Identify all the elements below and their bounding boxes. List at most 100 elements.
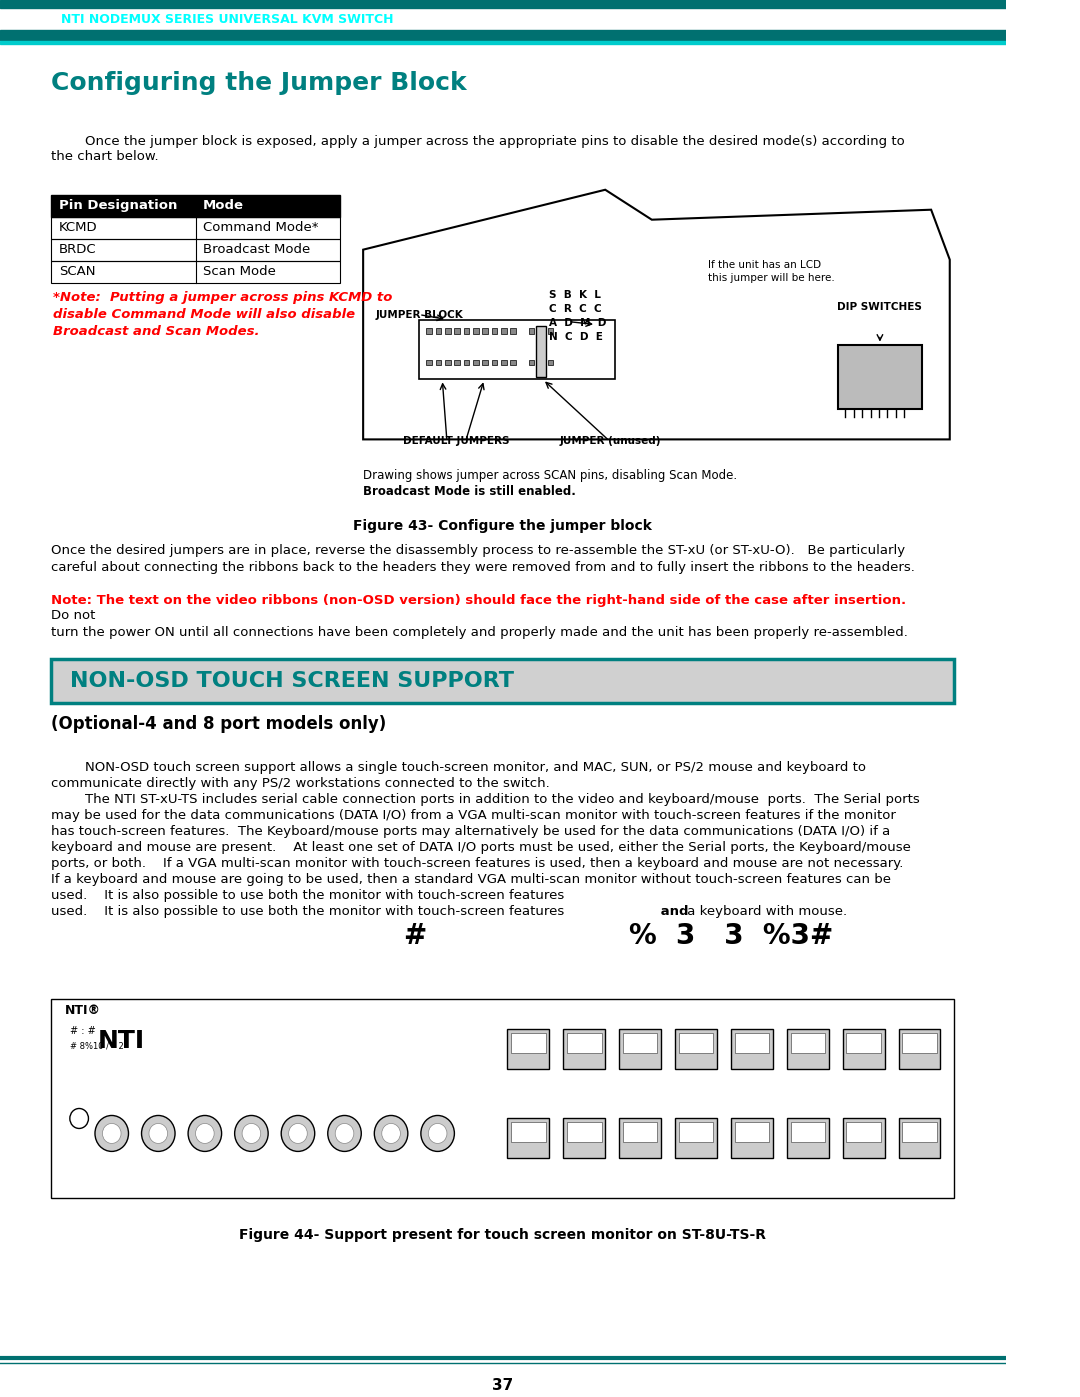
Bar xyxy=(564,1028,605,1069)
Bar xyxy=(51,261,340,282)
Bar xyxy=(538,359,544,366)
Text: Command Mode*: Command Mode* xyxy=(203,221,319,235)
Text: *Note:  Putting a jumper across pins KCMD to
disable Command Mode will also disa: *Note: Putting a jumper across pins KCMD… xyxy=(53,291,392,338)
Circle shape xyxy=(421,1115,455,1151)
Bar xyxy=(847,1032,881,1052)
Text: S  B  K  L
C  R  C  C
A  D  M  D
N  C  D  E: S B K L C R C C A D M D N C D E xyxy=(550,289,607,342)
Bar xyxy=(427,327,432,334)
Bar xyxy=(787,1028,828,1069)
Text: Configuring the Jumper Block: Configuring the Jumper Block xyxy=(51,71,467,95)
Text: NON-OSD TOUCH SCREEN SUPPORT: NON-OSD TOUCH SCREEN SUPPORT xyxy=(70,671,514,692)
Bar xyxy=(463,359,470,366)
Text: # 8%10 / * 2: # 8%10 / * 2 xyxy=(70,1042,123,1051)
Bar xyxy=(902,1122,936,1143)
Circle shape xyxy=(149,1123,167,1143)
Circle shape xyxy=(188,1115,221,1151)
Bar xyxy=(529,327,535,334)
Circle shape xyxy=(195,1123,214,1143)
Bar xyxy=(734,1032,769,1052)
Circle shape xyxy=(141,1115,175,1151)
Bar xyxy=(435,359,442,366)
Bar xyxy=(567,1122,602,1143)
Text: %  3   3  %3#: % 3 3 %3# xyxy=(629,922,833,950)
Circle shape xyxy=(375,1115,408,1151)
Bar xyxy=(675,1119,717,1158)
Bar xyxy=(619,1119,661,1158)
Bar xyxy=(491,359,497,366)
Bar xyxy=(902,1032,936,1052)
Circle shape xyxy=(381,1123,401,1143)
Bar xyxy=(791,1122,825,1143)
Text: and: and xyxy=(657,905,689,918)
Circle shape xyxy=(242,1123,260,1143)
Text: If the unit has an LCD
this jumper will be here.: If the unit has an LCD this jumper will … xyxy=(707,260,835,282)
Bar xyxy=(623,1032,658,1052)
Bar xyxy=(508,1119,550,1158)
Bar xyxy=(567,1032,602,1052)
Text: Scan Mode: Scan Mode xyxy=(203,265,275,278)
Text: NON-OSD touch screen support allows a single touch-screen monitor, and MAC, SUN,: NON-OSD touch screen support allows a si… xyxy=(51,761,866,774)
Bar xyxy=(510,327,516,334)
Text: Figure 44- Support present for touch screen monitor on ST-8U-TS-R: Figure 44- Support present for touch scr… xyxy=(240,1228,767,1242)
Bar xyxy=(842,1119,885,1158)
Bar xyxy=(564,1119,605,1158)
Bar xyxy=(511,1122,545,1143)
Bar xyxy=(473,359,478,366)
Text: Note: The text on the video ribbons (non-OSD version) should face the right-hand: Note: The text on the video ribbons (non… xyxy=(51,594,906,608)
Bar xyxy=(51,659,955,703)
Bar xyxy=(0,29,1005,41)
Bar xyxy=(838,345,922,409)
Text: BRDC: BRDC xyxy=(58,243,96,256)
Text: communicate directly with any PS/2 workstations connected to the switch.: communicate directly with any PS/2 works… xyxy=(51,777,550,789)
Text: The NTI ST-xU-TS includes serial cable connection ports in addition to the video: The NTI ST-xU-TS includes serial cable c… xyxy=(51,793,920,806)
Text: Mode: Mode xyxy=(203,200,244,212)
Bar xyxy=(679,1032,713,1052)
Text: Figure 43- Configure the jumper block: Figure 43- Configure the jumper block xyxy=(353,520,652,534)
Bar xyxy=(0,8,1005,29)
Bar xyxy=(538,327,544,334)
Bar xyxy=(483,327,488,334)
Text: #: # xyxy=(403,922,426,950)
Bar xyxy=(791,1032,825,1052)
Bar xyxy=(619,1028,661,1069)
Text: KCMD: KCMD xyxy=(58,221,97,235)
Text: ports, or both.    If a VGA multi-scan monitor with touch-screen features is use: ports, or both. If a VGA multi-scan moni… xyxy=(51,856,904,870)
Bar xyxy=(529,359,535,366)
Circle shape xyxy=(103,1123,121,1143)
Bar xyxy=(445,327,450,334)
Bar xyxy=(427,359,432,366)
Text: Once the jumper block is exposed, apply a jumper across the appropriate pins to : Once the jumper block is exposed, apply … xyxy=(51,136,905,163)
Text: Broadcast Mode: Broadcast Mode xyxy=(203,243,310,256)
Text: has touch-screen features.  The Keyboard/mouse ports may alternatively be used f: has touch-screen features. The Keyboard/… xyxy=(51,824,891,838)
Bar xyxy=(508,1028,550,1069)
Bar xyxy=(842,1028,885,1069)
Bar xyxy=(511,1032,545,1052)
Text: Once the desired jumpers are in place, reverse the disassembly process to re-ass: Once the desired jumpers are in place, r… xyxy=(51,545,915,574)
Bar xyxy=(510,359,516,366)
Bar xyxy=(455,359,460,366)
Bar xyxy=(435,327,442,334)
Bar xyxy=(463,327,470,334)
Bar xyxy=(548,327,553,334)
Bar xyxy=(491,327,497,334)
Text: NTI®: NTI® xyxy=(65,1003,102,1017)
Circle shape xyxy=(288,1123,308,1143)
Text: used.    It is also possible to use both the monitor with touch-screen features: used. It is also possible to use both th… xyxy=(51,905,565,918)
Bar xyxy=(731,1028,773,1069)
Text: If a keyboard and mouse are going to be used, then a standard VGA multi-scan mon: If a keyboard and mouse are going to be … xyxy=(51,873,891,886)
Bar xyxy=(734,1122,769,1143)
Bar xyxy=(537,326,545,377)
Text: Do not
turn the power ON until all connections have been completely and properly: Do not turn the power ON until all conne… xyxy=(51,609,908,638)
Text: DEFAULT JUMPERS: DEFAULT JUMPERS xyxy=(403,436,510,447)
Text: 37: 37 xyxy=(492,1377,513,1393)
Text: keyboard and mouse are present.    At least one set of DATA I/O ports must be us: keyboard and mouse are present. At least… xyxy=(51,841,912,854)
Bar xyxy=(455,327,460,334)
Bar xyxy=(548,359,553,366)
Bar xyxy=(623,1122,658,1143)
Circle shape xyxy=(281,1115,314,1151)
Text: JUMPER (unused): JUMPER (unused) xyxy=(559,436,661,447)
Bar xyxy=(51,194,340,217)
Bar xyxy=(731,1119,773,1158)
Bar xyxy=(675,1028,717,1069)
Text: SCAN: SCAN xyxy=(58,265,95,278)
